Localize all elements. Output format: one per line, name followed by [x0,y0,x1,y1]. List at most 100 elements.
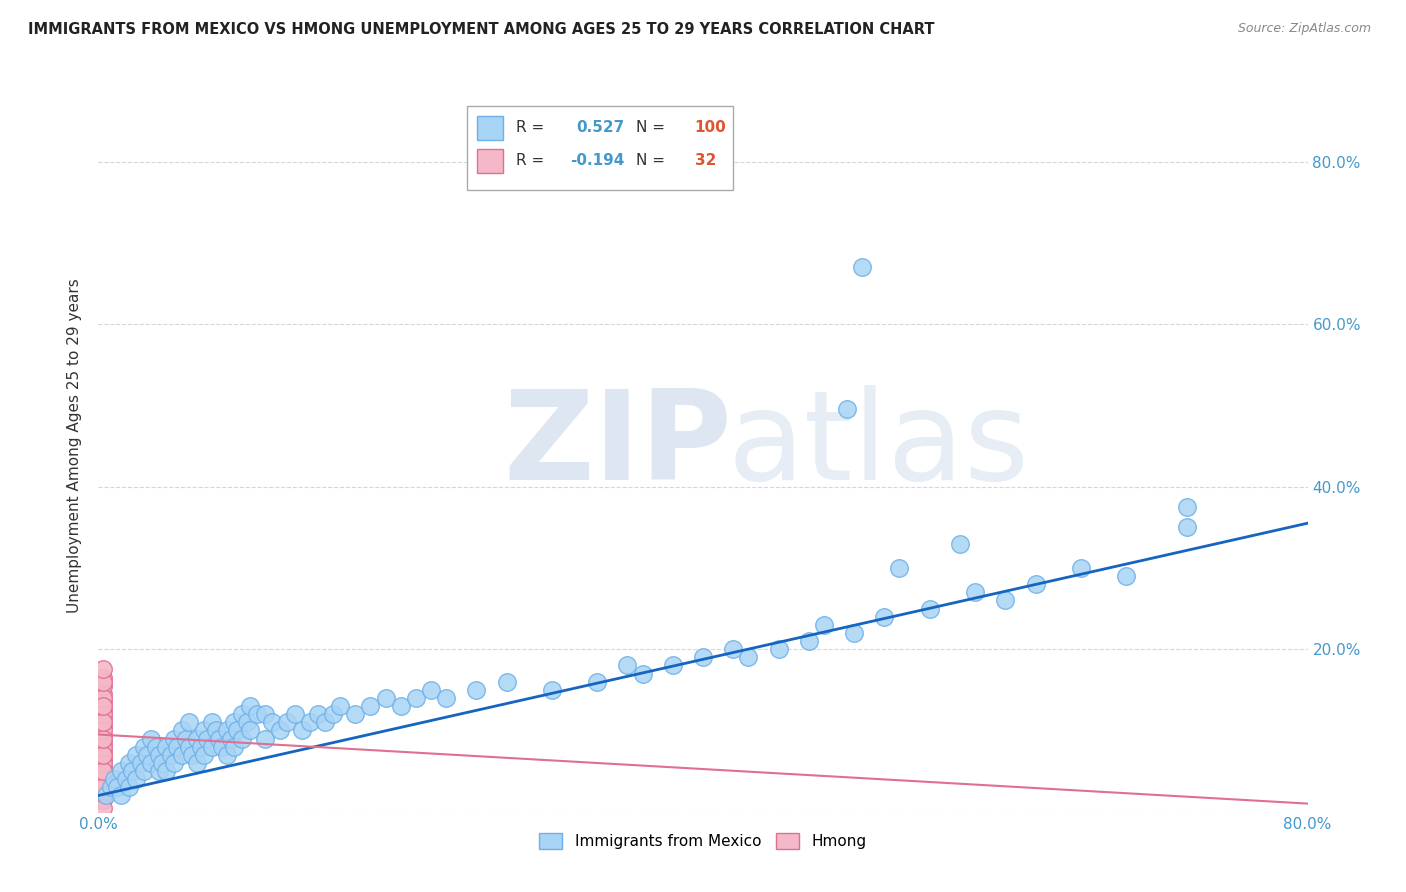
Point [91,715,114,730]
Point [586,674,609,689]
Bar [477,149,503,173]
Point [179,715,201,730]
Point [91,789,114,803]
Point [844,626,866,640]
Point [145,739,167,754]
Point [91,663,114,677]
Point [91,731,114,746]
Point [195,731,218,746]
Legend: Immigrants from Mexico, Hmong: Immigrants from Mexico, Hmong [533,827,873,855]
Point [224,715,246,730]
Point [239,699,262,714]
Point [205,723,228,738]
Point [166,739,188,754]
Text: Source: ZipAtlas.com: Source: ZipAtlas.com [1237,22,1371,36]
Point [110,764,132,778]
Point [170,747,193,762]
Point [284,707,307,722]
Text: R =: R = [516,153,548,169]
Point [1115,569,1137,583]
Point [91,752,114,766]
Point [155,739,177,754]
Point [181,747,204,762]
Point [1024,577,1046,591]
Point [420,682,443,697]
Text: N =: N = [637,153,671,169]
Point [661,658,683,673]
Point [389,699,412,714]
Point [616,658,638,673]
Point [91,690,114,705]
Y-axis label: Unemployment Among Ages 25 to 29 years: Unemployment Among Ages 25 to 29 years [67,278,83,614]
Point [965,585,987,599]
Text: 0.527: 0.527 [576,120,624,136]
Point [231,707,253,722]
Point [91,780,114,795]
Point [118,756,141,770]
Point [91,687,114,701]
Point [174,731,197,746]
Point [125,772,148,787]
Point [91,776,114,790]
Point [231,731,253,746]
Point [148,747,170,762]
Point [91,800,114,814]
Point [141,731,163,746]
Point [121,764,143,778]
Point [224,739,246,754]
Point [132,739,155,754]
Point [186,756,208,770]
Text: R =: R = [516,120,548,136]
Point [540,682,562,697]
Point [91,768,114,782]
Point [405,690,427,705]
Point [276,715,298,730]
Point [150,756,173,770]
Point [129,756,152,770]
Point [91,679,114,693]
Point [360,699,382,714]
Point [329,699,352,714]
Point [91,703,114,717]
Point [160,747,183,762]
Point [193,723,215,738]
Point [163,756,186,770]
Point [103,772,125,787]
Point [94,789,117,803]
Point [235,715,257,730]
Point [299,715,322,730]
Point [163,731,186,746]
Point [91,727,114,741]
Point [994,593,1017,607]
Point [768,642,790,657]
Point [918,601,941,615]
Point [148,764,170,778]
Point [495,674,517,689]
Point [118,780,141,795]
Point [215,747,238,762]
Point [949,536,972,550]
Point [374,690,396,705]
Point [179,739,201,754]
Point [269,723,291,738]
Point [631,666,654,681]
Point [100,780,122,795]
Point [835,402,858,417]
Point [889,561,911,575]
Point [91,739,114,754]
Point [723,642,745,657]
Point [91,764,114,778]
Point [314,715,336,730]
Point [201,715,224,730]
Point [105,780,128,795]
Point [91,711,114,725]
Point [253,731,276,746]
Point [91,747,114,762]
Point [1070,561,1092,575]
Point [692,650,714,665]
FancyBboxPatch shape [467,106,734,190]
Point [155,764,177,778]
Point [91,674,114,689]
Text: ZIP: ZIP [503,385,733,507]
Text: IMMIGRANTS FROM MEXICO VS HMONG UNEMPLOYMENT AMONG AGES 25 TO 29 YEARS CORRELATI: IMMIGRANTS FROM MEXICO VS HMONG UNEMPLOY… [28,22,935,37]
